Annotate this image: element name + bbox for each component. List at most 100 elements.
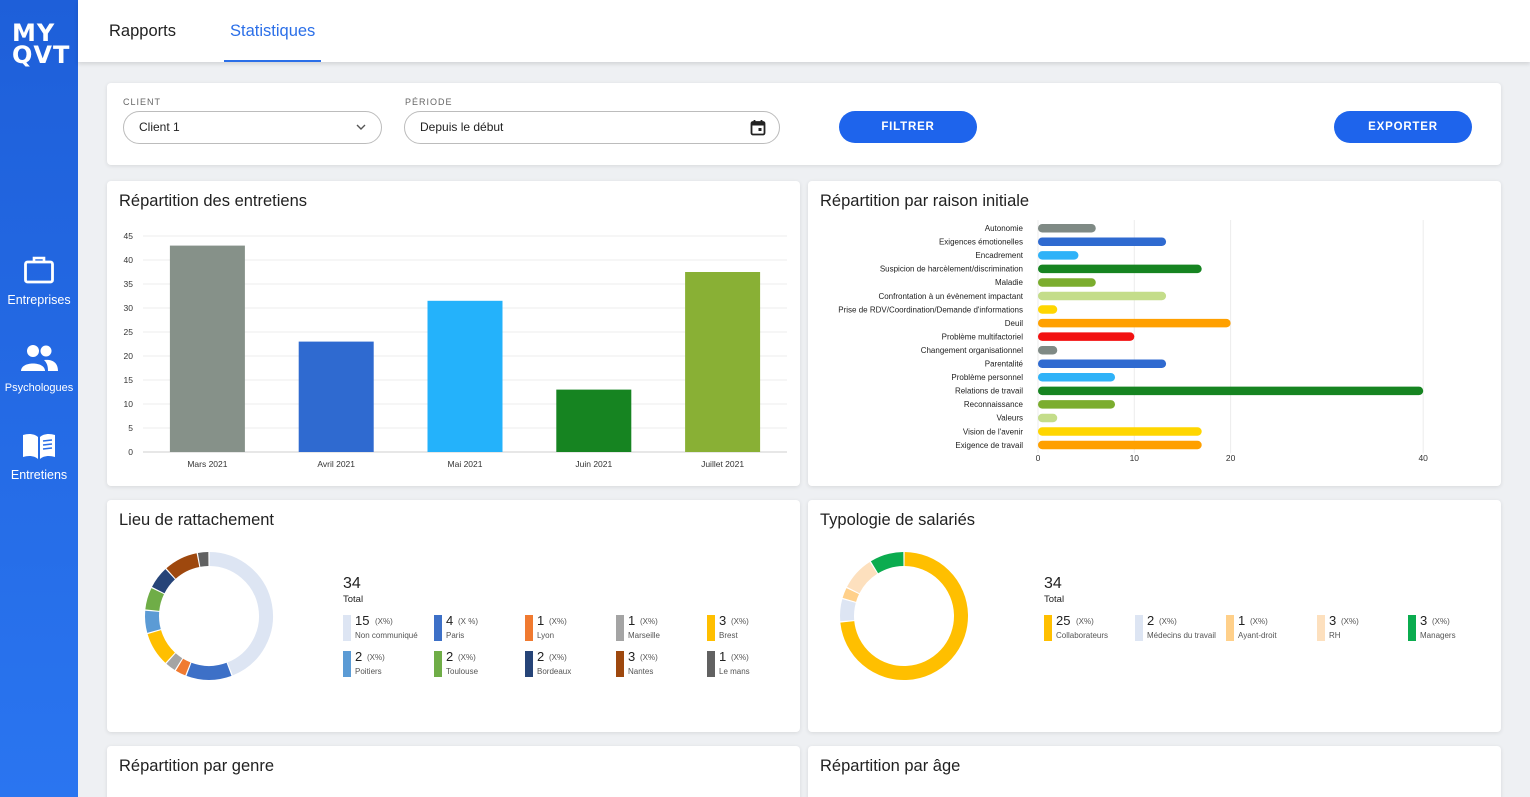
legend-percent: (X%): [731, 617, 749, 626]
donut-slice[interactable]: [147, 629, 176, 663]
y-tick-label: Vision de l'avenir: [963, 427, 1023, 436]
tab-rapports[interactable]: Rapports: [109, 22, 176, 40]
y-tick-label: Problème multifactoriel: [942, 332, 1024, 341]
legend-swatch: [616, 651, 624, 677]
legend-count: 2: [1147, 613, 1155, 628]
y-tick-label: Valeurs: [996, 414, 1023, 423]
y-tick-label: Relations de travail: [955, 387, 1023, 396]
y-tick-label: Exigence de travail: [955, 441, 1023, 450]
bar[interactable]: [1038, 359, 1167, 369]
bar[interactable]: [169, 245, 245, 452]
sidebar-item-psychologues[interactable]: Psychologues: [0, 344, 78, 396]
legend-item: 25 (X%) Collaborateurs: [1044, 613, 1136, 643]
export-button[interactable]: EXPORTER: [1334, 111, 1472, 143]
bar[interactable]: [1038, 318, 1231, 328]
legend-percent: (X %): [458, 617, 478, 626]
raison-bar-chart: 0 10 20 40 Autonomie Exigences émotionelles En…: [838, 220, 1428, 463]
top-header: Rapports Statistiques: [78, 0, 1530, 62]
donut-slice[interactable]: [870, 552, 904, 574]
y-tick-label: 0: [128, 447, 133, 457]
bar[interactable]: [1038, 305, 1058, 314]
legend-swatch: [1408, 615, 1416, 641]
donut-slice[interactable]: [840, 599, 856, 622]
bar[interactable]: [1038, 386, 1424, 396]
donut-slice[interactable]: [145, 588, 165, 612]
donut-slice[interactable]: [145, 610, 161, 633]
bar[interactable]: [556, 389, 632, 452]
legend-percent: (X%): [731, 653, 749, 662]
calendar-icon[interactable]: [750, 119, 766, 136]
legend-swatch: [1044, 615, 1052, 641]
legend-percent: (X%): [549, 617, 567, 626]
bar[interactable]: [1038, 251, 1079, 260]
donut-slice[interactable]: [840, 552, 968, 680]
x-tick-label: 40: [1418, 453, 1428, 463]
sidebar-item-label: Entretiens: [10, 468, 68, 482]
bar[interactable]: [1038, 400, 1116, 409]
bar[interactable]: [1038, 332, 1135, 341]
y-tick-label: 20: [124, 351, 134, 361]
legend-item: 3 (X%) Managers: [1408, 613, 1500, 643]
bar[interactable]: [1038, 345, 1058, 355]
y-tick-label: Confrontation à un évènement impactant: [878, 292, 1023, 301]
donut-slice[interactable]: [847, 561, 878, 594]
period-input[interactable]: Depuis le début: [404, 111, 780, 144]
x-tick-label: 20: [1226, 453, 1236, 463]
bar[interactable]: [298, 341, 374, 452]
bar[interactable]: [1038, 427, 1202, 436]
sidebar: MY QVT Entreprises Psychologues Entretie…: [0, 0, 78, 797]
tab-statistiques[interactable]: Statistiques: [223, 0, 322, 62]
bar[interactable]: [1038, 264, 1202, 274]
legend-count: 3: [1420, 613, 1428, 628]
legend-percent: (X%): [1341, 617, 1359, 626]
legend-name: Paris: [446, 631, 465, 640]
bar[interactable]: [1038, 278, 1096, 287]
legend-item: 1 (X%) Le mans: [707, 649, 799, 679]
raison-card: Répartition par raison initiale 0 10 20 40 A…: [808, 181, 1501, 486]
legend-item: 1 (X%) Marseille: [616, 613, 708, 643]
x-tick-label: Mars 2021: [187, 459, 227, 469]
legend-item: 2 (X%) Poitiers: [343, 649, 435, 679]
legend-swatch: [707, 615, 715, 641]
legend-percent: (X%): [375, 617, 393, 626]
bar[interactable]: [1038, 440, 1202, 450]
legend-item: 4 (X %) Paris: [434, 613, 526, 643]
bar[interactable]: [1038, 291, 1167, 301]
sidebar-item-entreprises[interactable]: Entreprises: [0, 255, 78, 309]
bar[interactable]: [1038, 224, 1096, 233]
client-select[interactable]: Client 1: [123, 111, 382, 144]
legend-count: 1: [537, 613, 545, 628]
donut-slice[interactable]: [186, 662, 232, 680]
bar[interactable]: [1038, 237, 1167, 247]
legend-name: Collaborateurs: [1056, 631, 1109, 640]
donut-slice[interactable]: [175, 658, 191, 676]
legend-item: 3 (X%) Brest: [707, 613, 799, 643]
bar[interactable]: [427, 300, 503, 452]
legend-name: Poitiers: [355, 667, 382, 676]
age-title: Répartition par âge: [820, 757, 961, 775]
donut-slice[interactable]: [197, 552, 209, 567]
bar[interactable]: [1038, 373, 1116, 382]
app-logo[interactable]: MY QVT: [12, 19, 71, 69]
typologie-card: Typologie de salariés 34 Total 25 (X%) Col…: [808, 500, 1501, 732]
y-tick-label: Encadrement: [975, 251, 1023, 260]
legend-name: Brest: [719, 631, 738, 640]
legend-percent: (X%): [1250, 617, 1268, 626]
donut-slice[interactable]: [209, 552, 273, 676]
legend-swatch: [1317, 615, 1325, 641]
sidebar-item-entretiens[interactable]: Entretiens: [0, 432, 78, 484]
legend-swatch: [1226, 615, 1234, 641]
donut-slice[interactable]: [166, 553, 200, 579]
donut-slice[interactable]: [842, 588, 860, 602]
legend-name: Lyon: [537, 631, 555, 640]
legend-count: 1: [628, 613, 636, 628]
legend-item: 2 (X%) Toulouse: [434, 649, 526, 679]
filter-button[interactable]: FILTRER: [839, 111, 977, 143]
y-tick-label: 45: [124, 231, 134, 241]
filter-bar: CLIENT Client 1 PÉRIODE Depuis le début …: [107, 83, 1501, 165]
donut-slice[interactable]: [152, 569, 176, 594]
y-tick-label: 35: [124, 279, 134, 289]
bar[interactable]: [685, 272, 761, 452]
bar[interactable]: [1038, 413, 1058, 423]
donut-slice[interactable]: [166, 653, 183, 671]
